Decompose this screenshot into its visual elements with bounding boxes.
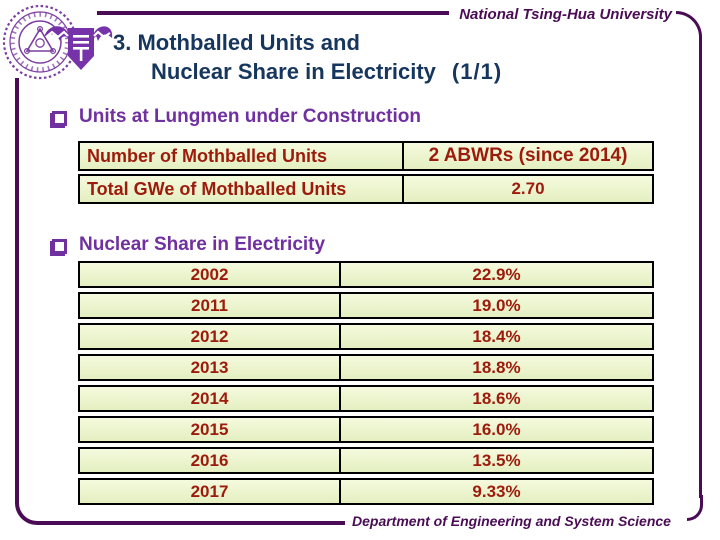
share-cell: 9.33% (472, 481, 521, 501)
year-cell: 2011 (80, 294, 341, 317)
table-row: 2011 19.0% (78, 292, 654, 319)
year-cell: 2017 (80, 480, 341, 503)
table-row: 2013 18.8% (78, 354, 654, 381)
mothballed-units-table: Number of Mothballed Units 2 ABWRs (sinc… (78, 141, 654, 204)
nthu-seal-logo (2, 2, 114, 89)
share-cell: 19.0% (472, 295, 521, 315)
mothballed-value-cell: 2.70 (511, 179, 545, 198)
table-row: 2002 22.9% (78, 261, 654, 288)
page-indicator: (1/1) (451, 59, 503, 84)
share-cell: 18.6% (472, 388, 521, 408)
section-heading-share-label: Nuclear Share in Electricity (79, 234, 326, 255)
year-cell: 2013 (80, 356, 341, 379)
frame-top-line (97, 11, 449, 15)
share-cell: 22.9% (472, 264, 521, 284)
share-cell: 18.8% (472, 357, 521, 377)
year-cell: 2012 (80, 325, 341, 348)
frame-left-bottom-border (15, 78, 345, 525)
slide-title: 3. Mothballed Units and Nuclear Share in… (113, 28, 502, 86)
section-heading-lungmen: Units at Lungmen under Construction (52, 106, 421, 128)
table-row: Total GWe of Mothballed Units 2.70 (78, 174, 654, 204)
slide-title-line1: 3. Mothballed Units and (113, 30, 360, 55)
share-cell: 13.5% (472, 450, 521, 470)
share-cell: 16.0% (472, 419, 521, 439)
table-row: 2012 18.4% (78, 323, 654, 350)
mothballed-value-cell: 2 ABWRs (since 2014) (428, 145, 628, 166)
mothballed-label-cell: Number of Mothballed Units (80, 143, 404, 169)
year-cell: 2016 (80, 449, 341, 472)
section-heading-lungmen-label: Units at Lungmen under Construction (79, 106, 421, 127)
year-cell: 2014 (80, 387, 341, 410)
nuclear-share-table: 2002 22.9% 2011 19.0% 2012 18.4% 2013 18… (78, 261, 654, 505)
slide-title-line2-text: Nuclear Share in Electricity (151, 59, 436, 84)
square-bullet-icon (52, 238, 67, 254)
table-row: 2014 18.6% (78, 385, 654, 412)
table-row: 2015 16.0% (78, 416, 654, 443)
frame-bottom-right-hook (687, 495, 703, 521)
footer-department: Department of Engineering and System Sci… (352, 513, 671, 529)
university-name: National Tsing-Hua University (459, 6, 672, 23)
slide-title-line2: Nuclear Share in Electricity (1/1) (151, 57, 502, 86)
mothballed-label-cell: Total GWe of Mothballed Units (80, 176, 404, 202)
table-row: Number of Mothballed Units 2 ABWRs (sinc… (78, 141, 654, 171)
nthu-seal-icon (2, 4, 113, 80)
table-row: 2016 13.5% (78, 447, 654, 474)
year-cell: 2002 (80, 263, 341, 286)
table-row: 2017 9.33% (78, 478, 654, 505)
square-bullet-icon (52, 110, 67, 126)
share-cell: 18.4% (472, 326, 521, 346)
section-heading-share: Nuclear Share in Electricity (52, 234, 325, 256)
frame-top-right-border (676, 11, 702, 498)
year-cell: 2015 (80, 418, 341, 441)
